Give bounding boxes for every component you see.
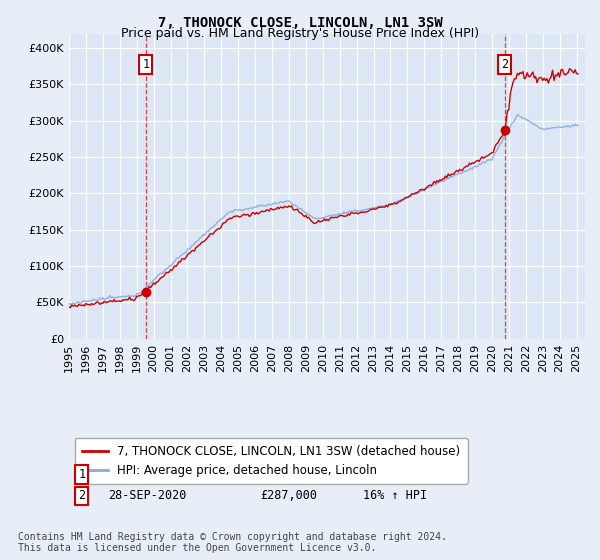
Text: 23-JUL-1999: 23-JUL-1999	[108, 468, 186, 481]
Text: 16% ↑ HPI: 16% ↑ HPI	[363, 489, 427, 502]
Text: £65,000: £65,000	[260, 468, 310, 481]
Text: 1: 1	[79, 468, 85, 481]
Legend: 7, THONOCK CLOSE, LINCOLN, LN1 3SW (detached house), HPI: Average price, detache: 7, THONOCK CLOSE, LINCOLN, LN1 3SW (deta…	[75, 438, 467, 484]
Text: 2: 2	[79, 489, 85, 502]
Text: 1: 1	[142, 58, 149, 71]
Text: £287,000: £287,000	[260, 489, 317, 502]
Text: 2: 2	[501, 58, 508, 71]
Text: Contains HM Land Registry data © Crown copyright and database right 2024.
This d: Contains HM Land Registry data © Crown c…	[18, 531, 447, 553]
Text: Price paid vs. HM Land Registry's House Price Index (HPI): Price paid vs. HM Land Registry's House …	[121, 27, 479, 40]
Text: 28-SEP-2020: 28-SEP-2020	[108, 489, 186, 502]
Text: 8% ↓ HPI: 8% ↓ HPI	[363, 468, 420, 481]
Text: 7, THONOCK CLOSE, LINCOLN, LN1 3SW: 7, THONOCK CLOSE, LINCOLN, LN1 3SW	[158, 16, 442, 30]
